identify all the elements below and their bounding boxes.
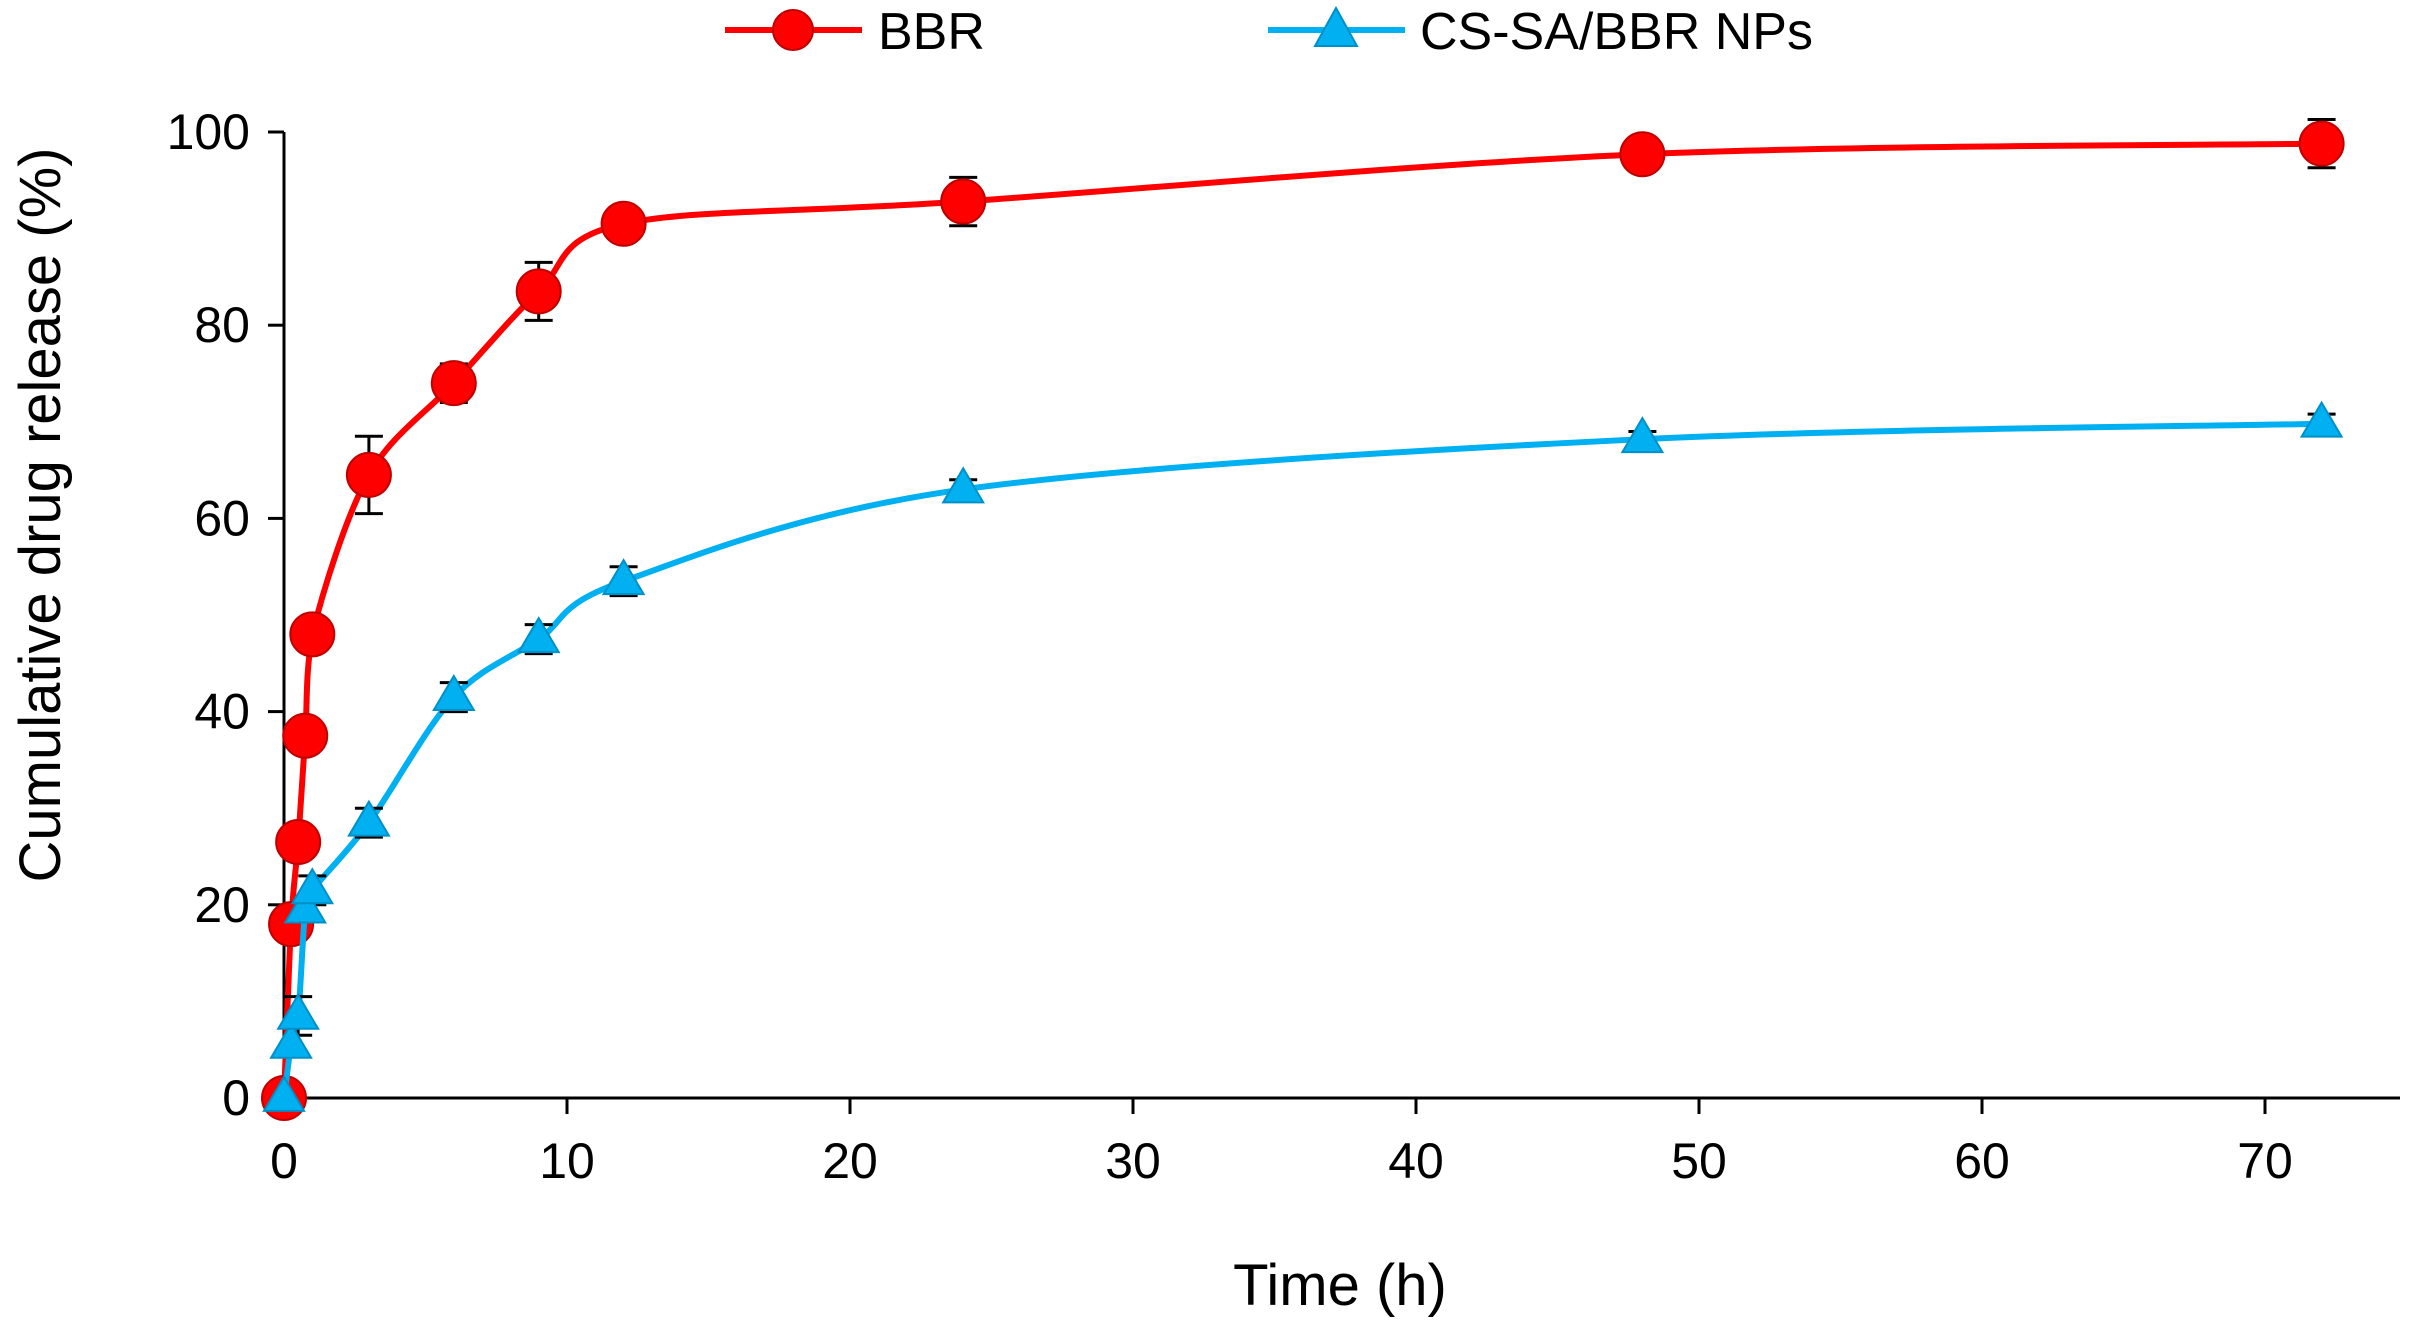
data-point [345,451,392,498]
legend-label-cs-sa-bbr-nps: CS-SA/BBR NPs [1420,3,1813,61]
series-layer [261,117,2345,1121]
y-tick-label: 80 [194,297,250,353]
data-point [2299,400,2344,438]
data-point [276,992,320,1030]
x-tick-label: 60 [1954,1133,2010,1189]
x-tick-label: 20 [822,1133,878,1189]
x-tick-label: 30 [1105,1133,1161,1189]
series-bbr [261,117,2345,1121]
data-point [289,611,336,658]
data-point [262,1074,306,1112]
y-tick-label: 60 [194,490,250,546]
legend-marker-cs-sa-bbr-nps [1313,5,1359,47]
legend: BBR CS-SA/BBR NPs [725,3,1813,61]
data-point [432,674,476,712]
data-point [347,799,391,837]
x-axis-title: Time (h) [1233,1253,1447,1318]
data-point [275,819,322,866]
x-tick-label: 10 [539,1133,595,1189]
x-tick-label: 50 [1671,1133,1727,1189]
y-tick-label: 20 [194,877,250,933]
data-point [601,558,646,596]
data-point [941,466,985,504]
axes: 0 10 20 30 40 50 60 70 0 20 40 60 80 100 [167,104,2400,1189]
data-point [940,178,987,225]
data-point [516,616,561,654]
data-point [515,268,562,315]
data-point [1620,416,1665,454]
y-axis-title: Cumulative drug release (%) [8,148,73,883]
data-point [269,1021,313,1059]
legend-label-bbr: BBR [878,3,985,61]
y-tick-label: 100 [167,104,250,160]
data-point [1619,131,1666,178]
x-tick-label: 0 [270,1133,298,1189]
x-tick-label: 40 [1388,1133,1444,1189]
y-tick-label: 0 [222,1070,250,1126]
x-tick-label: 70 [2237,1133,2293,1189]
data-point [2298,120,2345,167]
series-line-bbr [281,140,2322,1099]
data-point [600,200,647,247]
y-tick-label: 40 [194,684,250,740]
legend-marker-bbr [772,9,814,51]
series-line-cs-sa-bbr-nps [281,420,2322,1099]
data-point [282,712,329,759]
data-point [430,360,477,407]
data-point [283,886,327,924]
series-cs-sa-bbr-nps [262,400,2344,1112]
data-point [290,867,335,905]
